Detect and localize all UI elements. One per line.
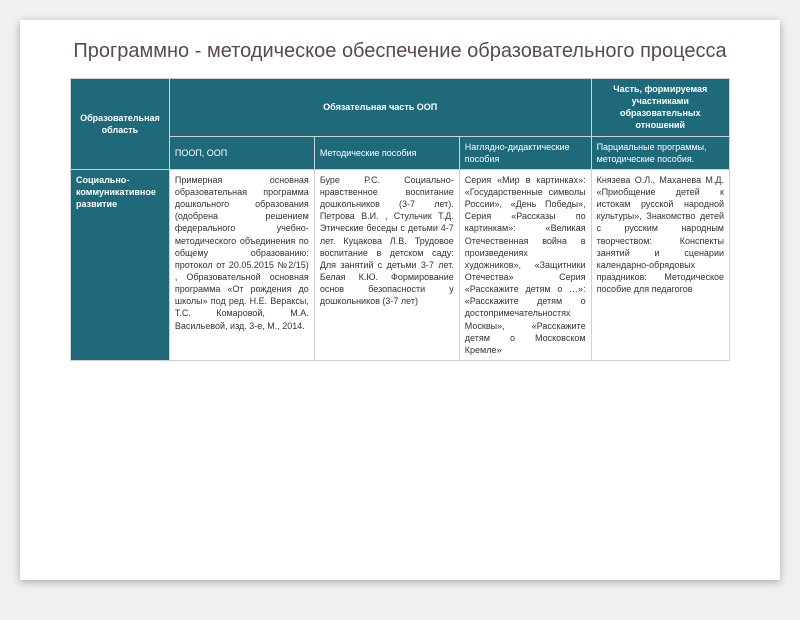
td-method: Буре Р.С. Социально-нравственное воспита… — [314, 169, 459, 360]
th-area: Образовательная область — [71, 79, 170, 170]
th-sub-part: Парциальные программы, методические посо… — [591, 136, 729, 169]
slide: Программно - методическое обеспечение об… — [20, 20, 780, 580]
th-participants: Часть, формируемая участниками образоват… — [591, 79, 729, 137]
th-sub-visual: Наглядно-дидактические пособия — [459, 136, 591, 169]
table-header-row-1: Образовательная область Обязательная час… — [71, 79, 730, 137]
curriculum-table: Образовательная область Обязательная час… — [70, 78, 730, 361]
td-area: Социально-коммуникативное развитие — [71, 169, 170, 360]
table-row: Социально-коммуникативное развитие Приме… — [71, 169, 730, 360]
td-partial: Князева О.Л., Маханева М.Д. «Приобщение … — [591, 169, 729, 360]
td-poop: Примерная основная образовательная прогр… — [169, 169, 314, 360]
page-title: Программно - методическое обеспечение об… — [70, 38, 730, 64]
th-sub-poop: ПООП, ООП — [169, 136, 314, 169]
th-mandatory: Обязательная часть ООП — [169, 79, 591, 137]
th-sub-method: Методические пособия — [314, 136, 459, 169]
table-header-row-2: ПООП, ООП Методические пособия Наглядно-… — [71, 136, 730, 169]
td-visual: Серия «Мир в картинках»: «Государственны… — [459, 169, 591, 360]
